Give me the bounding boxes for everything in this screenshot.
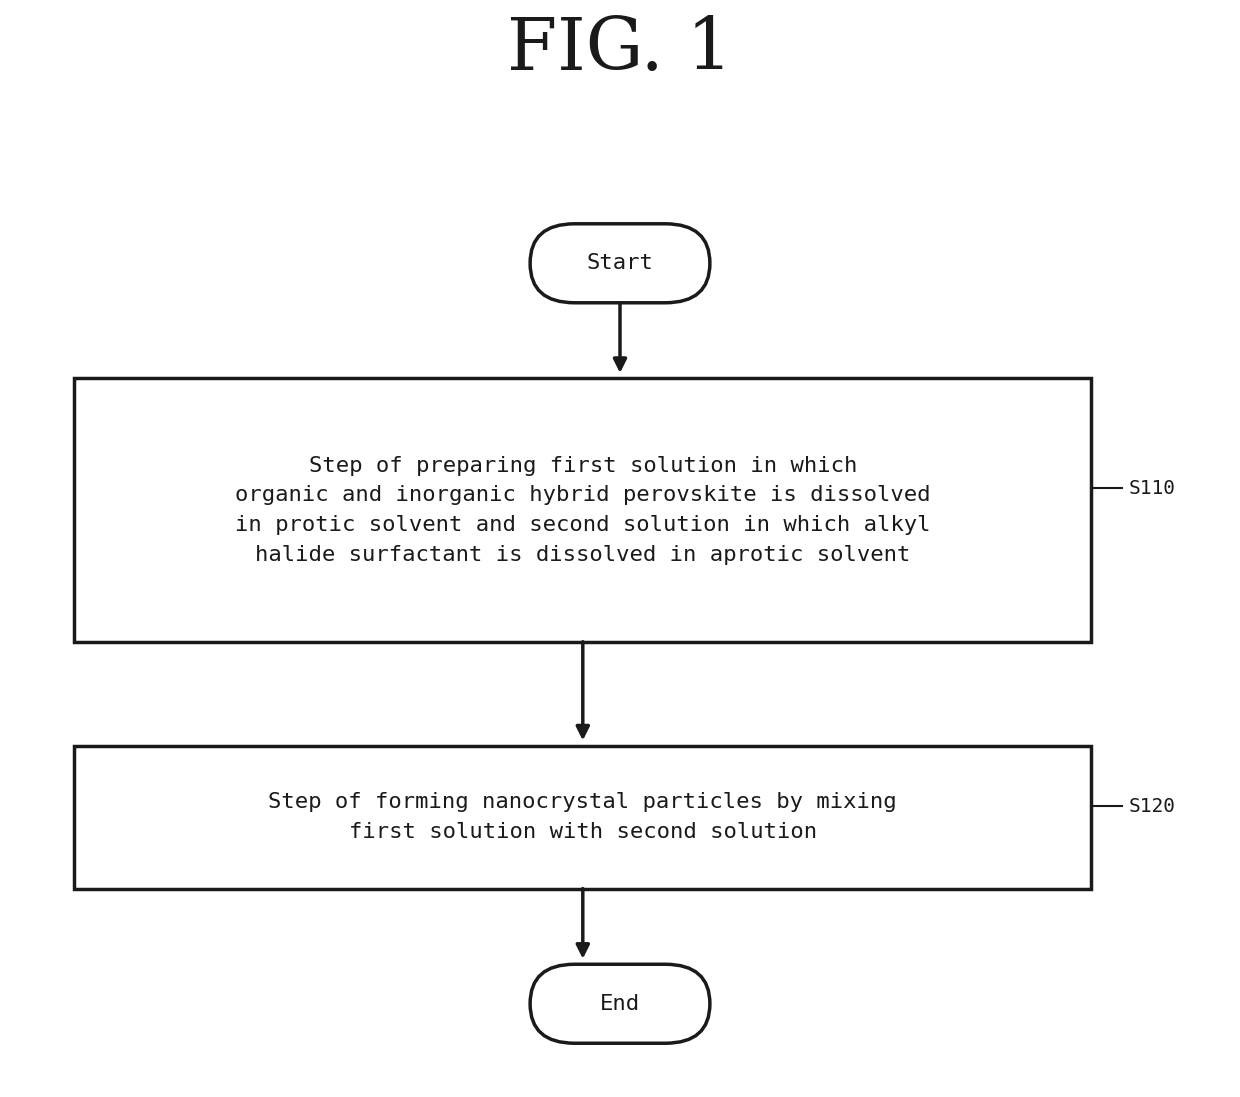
Text: Start: Start [587,253,653,273]
FancyBboxPatch shape [531,964,709,1043]
Text: Step of preparing first solution in which
organic and inorganic hybrid perovskit: Step of preparing first solution in whic… [236,455,930,565]
Text: Step of forming nanocrystal particles by mixing
first solution with second solut: Step of forming nanocrystal particles by… [269,792,897,842]
Text: FIG. 1: FIG. 1 [507,14,733,84]
Text: End: End [600,994,640,1014]
FancyBboxPatch shape [74,378,1091,642]
Text: S120: S120 [1128,796,1176,816]
FancyBboxPatch shape [531,224,709,303]
Text: S110: S110 [1128,478,1176,498]
FancyBboxPatch shape [74,746,1091,889]
